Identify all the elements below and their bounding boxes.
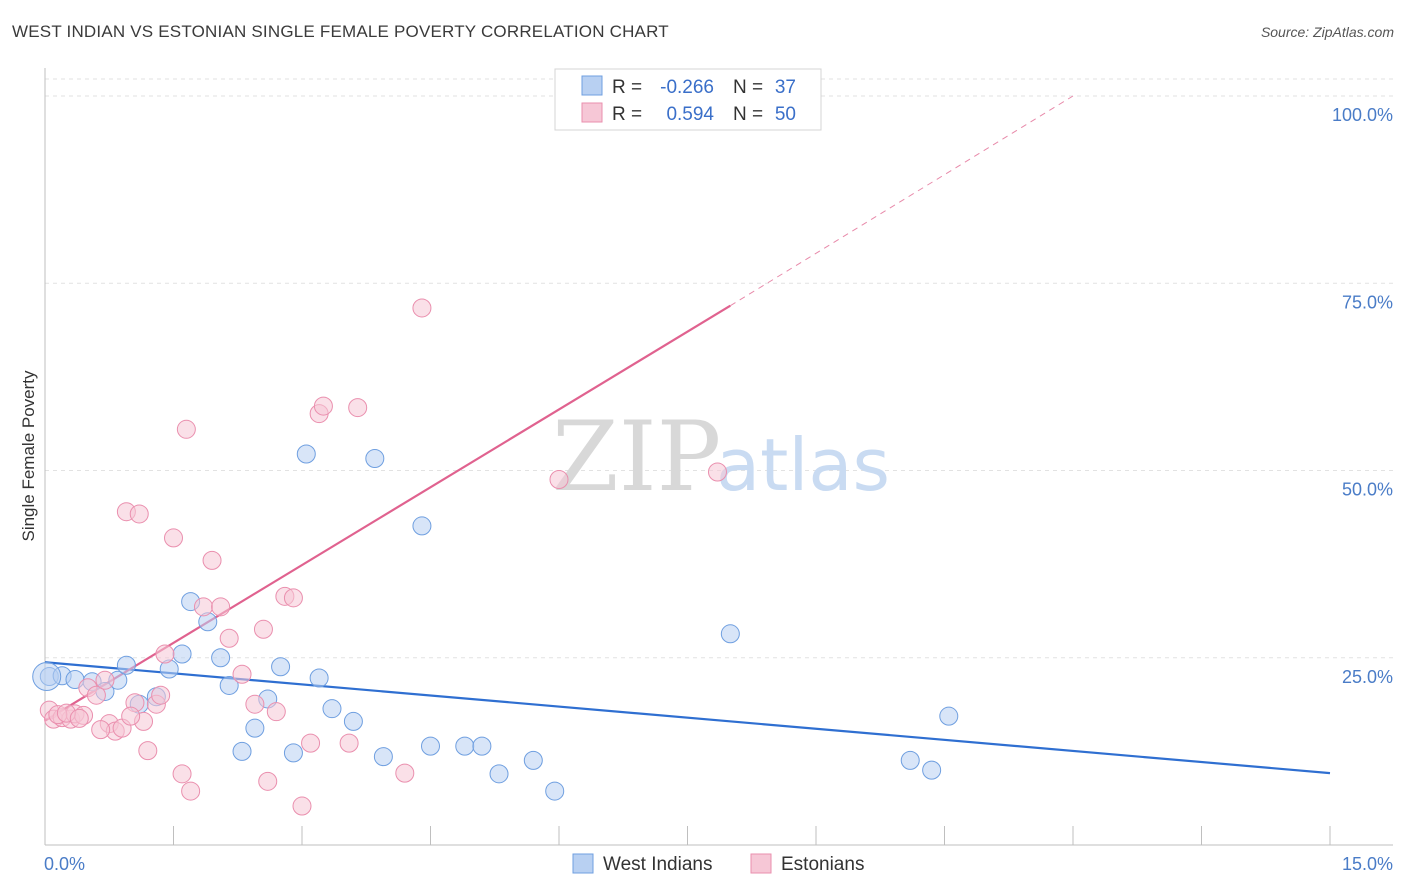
bottom-legend-west-indians: West Indians [603, 854, 712, 875]
estonians-point-46 [69, 708, 89, 728]
legend-r-label-1: R = [612, 77, 642, 98]
estonians-point-18 [151, 685, 171, 705]
watermark-zip: ZIP [552, 401, 721, 513]
source-label: Source: ZipAtlas.com [1260, 24, 1394, 40]
estonians-point-39 [348, 398, 368, 418]
estonians-point-21 [172, 764, 192, 784]
west-indians-point-13 [211, 648, 231, 668]
west-indians-point-23 [343, 711, 363, 731]
watermark-atlas: atlas [716, 423, 890, 507]
legend-swatch-estonians [581, 102, 603, 123]
estonians-point-48 [121, 706, 141, 726]
bottom-legend-swatch-west-indians [572, 853, 594, 874]
legend-swatch-west-indians [581, 75, 603, 96]
tick-labels: 25.0% 50.0% 75.0% 100.0% 0.0% 15.0% [44, 105, 1393, 874]
estonians-point-30 [253, 619, 273, 639]
estonians-point-27 [219, 628, 239, 648]
west-indians-point-26 [412, 516, 432, 536]
estonians-point-41 [412, 298, 432, 318]
west-indians-point-36 [939, 706, 959, 726]
west-indians-point-35 [922, 760, 942, 780]
west-indians-point-29 [472, 736, 492, 756]
west-indians-point-14 [219, 675, 239, 695]
estonians-point-23 [181, 781, 201, 801]
west-indians-point-31 [523, 750, 543, 770]
west-indians-point-6 [116, 655, 136, 675]
west-indians-point-22 [322, 699, 342, 719]
legend-n-label-2: N = [733, 104, 763, 125]
west-indians-point-18 [271, 657, 291, 677]
gridlines [45, 78, 1393, 659]
correlation-legend: R = -0.266 N = 37 R = 0.594 N = 50 [554, 68, 822, 131]
west-indians-point-28 [455, 736, 475, 756]
west-indians-point-20 [296, 444, 316, 464]
trend-line-west-indians [44, 661, 1331, 775]
estonians-point-16 [138, 741, 158, 761]
legend-n-value-1: 37 [775, 77, 796, 98]
data-points [32, 298, 959, 816]
watermark: ZIP atlas [552, 401, 890, 513]
legend-r-value-1: -0.266 [660, 77, 714, 98]
west-indians-point-16 [245, 718, 265, 738]
estonians-point-42 [549, 469, 569, 489]
estonians-point-19 [155, 644, 175, 664]
estonians-point-8 [95, 670, 115, 690]
y-tick-label-100: 100.0% [1332, 105, 1393, 125]
estonians-point-34 [292, 796, 312, 816]
west-indians-point-25 [373, 747, 393, 767]
x-tick-label-max: 15.0% [1342, 854, 1393, 874]
trend-line-estonians-extension [730, 95, 1074, 307]
estonians-point-49 [283, 588, 303, 608]
estonians-point-37 [313, 396, 333, 416]
estonians-point-7 [86, 685, 106, 705]
y-axis-title: Single Female Poverty [19, 370, 38, 542]
estonians-point-24 [193, 597, 213, 617]
estonians-point-35 [301, 733, 321, 753]
estonians-point-40 [395, 763, 415, 783]
west-indians-point-33 [720, 624, 740, 644]
estonians-point-43 [707, 462, 727, 482]
legend-n-label-1: N = [733, 77, 763, 98]
estonians-point-38 [339, 733, 359, 753]
west-indians-point-21 [309, 668, 329, 688]
estonians-point-14 [129, 504, 149, 524]
legend-n-value-2: 50 [775, 104, 796, 125]
west-indians-point-10 [172, 644, 192, 664]
west-indians-point-27 [421, 736, 440, 756]
chart-title: WEST INDIAN VS ESTONIAN SINGLE FEMALE PO… [12, 22, 669, 41]
west-indians-cluster-point [32, 661, 62, 691]
west-indians-point-32 [545, 781, 565, 801]
estonians-point-32 [266, 702, 286, 722]
estonians-point-29 [245, 694, 265, 714]
estonians-point-20 [164, 528, 183, 548]
x-tick-label-min: 0.0% [44, 854, 85, 874]
y-tick-label-50: 50.0% [1342, 480, 1393, 500]
legend-r-label-2: R = [612, 104, 642, 125]
bottom-legend-swatch-estonians [750, 853, 772, 874]
estonians-point-28 [232, 664, 252, 684]
legend-r-value-2: 0.594 [666, 104, 714, 125]
estonians-point-47 [91, 720, 111, 740]
series-legend: West Indians Estonians [572, 853, 864, 875]
y-tick-label-75: 75.0% [1342, 292, 1393, 312]
estonians-point-26 [211, 597, 231, 617]
west-indians-point-24 [365, 449, 385, 469]
west-indians-point-30 [489, 764, 509, 784]
y-tick-label-25: 25.0% [1342, 667, 1393, 687]
bottom-legend-estonians: Estonians [781, 854, 864, 875]
estonians-point-25 [202, 550, 222, 570]
west-indians-point-34 [900, 750, 920, 770]
west-indians-point-15 [232, 741, 252, 761]
estonians-point-22 [176, 419, 196, 439]
estonians-point-31 [258, 771, 278, 791]
west-indians-point-19 [283, 743, 303, 763]
